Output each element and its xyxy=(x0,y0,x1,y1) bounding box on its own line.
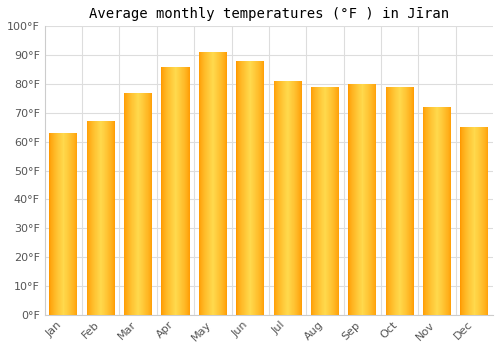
Title: Average monthly temperatures (°F ) in Jīran: Average monthly temperatures (°F ) in Jī… xyxy=(89,7,449,21)
